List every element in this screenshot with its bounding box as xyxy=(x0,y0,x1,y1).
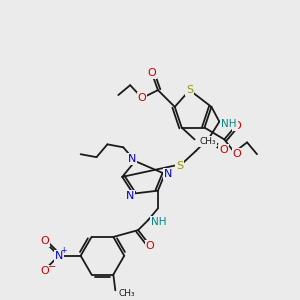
Text: CH₃: CH₃ xyxy=(118,289,135,298)
Text: NH: NH xyxy=(221,118,237,129)
Text: +: + xyxy=(61,246,67,255)
Text: N: N xyxy=(126,190,134,201)
Text: S: S xyxy=(176,161,183,171)
Text: O: O xyxy=(40,236,50,246)
Text: NH: NH xyxy=(151,217,167,227)
Text: N: N xyxy=(128,154,136,164)
Text: O: O xyxy=(146,241,154,251)
Text: O: O xyxy=(233,121,242,130)
Text: N: N xyxy=(164,169,172,179)
Text: S: S xyxy=(186,85,193,95)
Text: N: N xyxy=(55,251,63,261)
Text: O: O xyxy=(219,145,228,155)
Text: CH₃: CH₃ xyxy=(200,137,216,146)
Text: −: − xyxy=(48,262,56,272)
Text: O: O xyxy=(40,266,50,275)
Text: O: O xyxy=(233,149,242,159)
Text: O: O xyxy=(138,93,146,103)
Text: O: O xyxy=(148,68,156,78)
